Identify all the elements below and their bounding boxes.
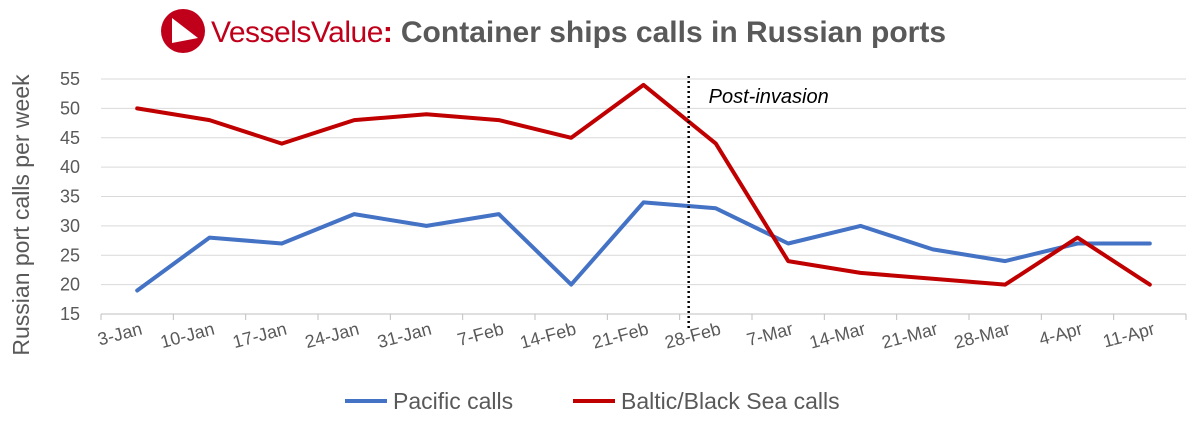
chart-title: VesselsValue: Container ships calls in Ru… (211, 16, 946, 49)
legend-label: Baltic/Black Sea calls (621, 388, 840, 414)
y-tick-label: 45 (60, 128, 80, 148)
x-tick-label: 28-Feb (663, 319, 723, 353)
x-tick-label: 24-Jan (303, 319, 361, 353)
x-tick-label: 11-Apr (1101, 319, 1157, 352)
x-tick-label: 21-Mar (880, 319, 940, 353)
gridlines (101, 78, 1186, 315)
x-tick-label: 7-Feb (455, 319, 506, 350)
x-tick-label: 31-Jan (375, 319, 433, 353)
y-tick-label: 55 (60, 69, 80, 89)
y-tick-label: 25 (60, 245, 80, 265)
annotations: Post-invasion (687, 76, 829, 328)
post-invasion-label: Post-invasion (709, 86, 829, 108)
x-tick-label: 4-Apr (1037, 319, 1085, 350)
series-line-baltic-black-sea (135, 82, 1152, 287)
y-tick-label: 40 (60, 157, 80, 177)
y-axis-label: Russian port calls per week (8, 74, 34, 356)
x-tick-label: 3-Jan (96, 319, 145, 350)
y-tick-label: 20 (60, 275, 80, 295)
x-tick-label: 7-Mar (745, 319, 796, 350)
x-tick-label: 28-Mar (952, 319, 1012, 353)
x-axis-ticks: 3-Jan 10-Jan 17-Jan 24-Jan 31-Jan 7-Feb 14-Feb… (96, 319, 1157, 353)
y-tick-label: 15 (60, 304, 80, 324)
series-lines (135, 82, 1152, 293)
y-tick-label: 50 (60, 98, 80, 118)
legend: Pacific calls Baltic/Black Sea calls (345, 388, 840, 414)
x-tick-label: 21-Feb (590, 319, 650, 353)
x-tick-label: 14-Mar (807, 319, 867, 353)
y-axis-ticks: 15 20 25 30 35 40 45 50 55 (60, 69, 80, 324)
x-tick-label: 17-Jan (231, 319, 289, 353)
title-text: Container ships calls in Russian ports (401, 16, 946, 49)
x-axis (100, 313, 1187, 320)
x-tick-label: 14-Feb (518, 319, 578, 353)
y-tick-label: 30 (60, 216, 80, 236)
brand-separator: : (383, 16, 393, 49)
series-line-pacific (135, 200, 1152, 293)
legend-label: Pacific calls (393, 388, 513, 414)
y-tick-label: 35 (60, 187, 80, 207)
vesselsvalue-logo-icon (161, 9, 205, 53)
x-tick-label: 10-Jan (158, 319, 216, 353)
brand-name: VesselsValue (211, 16, 383, 49)
